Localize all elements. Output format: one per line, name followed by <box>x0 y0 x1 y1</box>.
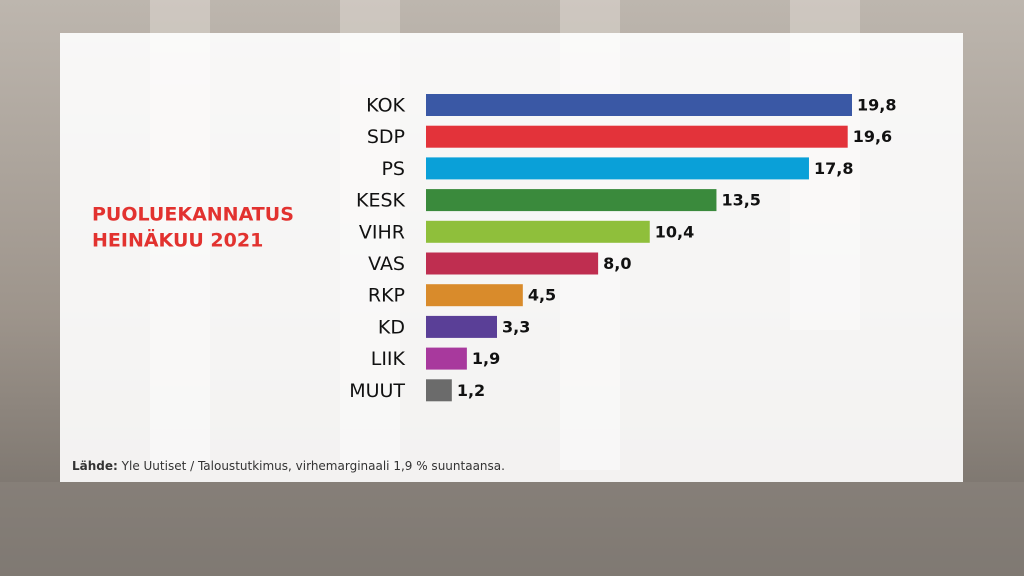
category-label: KESK <box>356 190 406 212</box>
category-label: MUUT <box>349 380 405 402</box>
bar <box>426 252 599 275</box>
category-label: KOK <box>366 95 405 117</box>
value-label: 3,3 <box>502 317 530 336</box>
value-label: 19,6 <box>853 127 892 146</box>
category-label: RKP <box>368 285 405 307</box>
source: Yle Uutiset / Taloustutkimus, virhemargi… <box>121 459 505 473</box>
chart-title: PUOLUEKANNATUS <box>92 204 294 226</box>
value-label: 1,9 <box>472 349 500 368</box>
source-note: Lähde: Yle Uutiset / Taloustutkimus, vir… <box>72 459 505 473</box>
category-label: VIHR <box>359 221 405 243</box>
category-label: PS <box>381 158 405 180</box>
category-label: LIIK <box>371 348 406 370</box>
bar <box>426 315 497 338</box>
category-label: KD <box>378 316 405 338</box>
chart-subtitle: HEINÄKUU 2021 <box>92 228 263 252</box>
value-label: 19,8 <box>857 96 896 115</box>
category-label: SDP <box>367 126 405 148</box>
value-label: 4,5 <box>528 286 556 305</box>
steps <box>0 482 1024 576</box>
value-label: 13,5 <box>721 191 760 210</box>
bar <box>426 347 467 370</box>
value-label: 1,2 <box>457 381 485 400</box>
bar <box>426 125 848 148</box>
source-label: Lähde: <box>72 459 118 473</box>
bar <box>426 220 650 243</box>
value-label: 17,8 <box>814 159 853 178</box>
bar <box>426 379 452 402</box>
bar <box>426 157 809 180</box>
bar <box>426 189 717 212</box>
value-label: 10,4 <box>655 222 694 241</box>
category-label: VAS <box>368 253 405 275</box>
value-label: 8,0 <box>603 254 631 273</box>
bar <box>426 94 852 116</box>
bar <box>426 284 523 307</box>
